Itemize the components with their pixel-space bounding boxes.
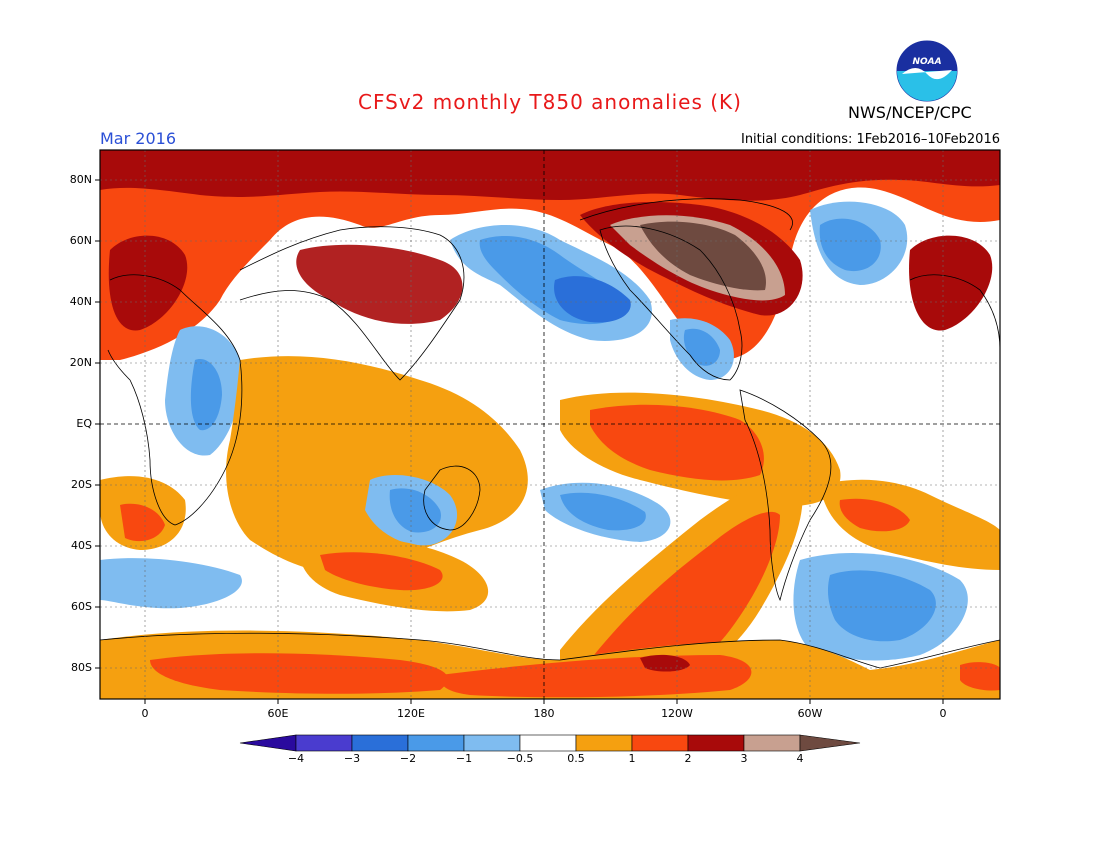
colorbar: [239, 734, 861, 752]
colorbar-label: −0.5: [506, 752, 534, 765]
colorbar-label: −1: [455, 752, 473, 765]
colorbar-label: −4: [287, 752, 305, 765]
lon-label-180: 180: [533, 707, 555, 720]
lon-label-60e: 60E: [267, 707, 289, 720]
colorbar-swatch-gt-4: [799, 734, 861, 752]
colorbar-label: −2: [399, 752, 417, 765]
lon-label-0-east: 0: [939, 707, 947, 720]
lat-label-20s: 20S: [71, 478, 92, 491]
lat-label-20n: 20N: [69, 356, 92, 369]
colorbar-swatch-2-3: [687, 734, 745, 752]
lat-label-80s: 80S: [71, 661, 92, 674]
lat-label-eq: EQ: [76, 417, 92, 430]
colorbar-swatch-3-2: [351, 734, 409, 752]
colorbar-swatch-neutral: [519, 734, 577, 752]
lat-label-60n: 60N: [69, 234, 92, 247]
colorbar-swatch-1-2: [631, 734, 689, 752]
lat-label-40n: 40N: [69, 295, 92, 308]
anomaly-field: [100, 150, 1000, 699]
colorbar-swatch-05-1: [575, 734, 633, 752]
colorbar-swatch-3-4: [743, 734, 801, 752]
lat-label-60s: 60S: [71, 600, 92, 613]
colorbar-swatch-4-3: [295, 734, 353, 752]
lon-label-60w: 60W: [797, 707, 823, 720]
colorbar-swatch-lt-4: [239, 734, 297, 752]
colorbar-label: 3: [740, 752, 748, 765]
lon-label-120w: 120W: [661, 707, 693, 720]
colorbar-label: 4: [796, 752, 804, 765]
lon-label-0: 0: [141, 707, 149, 720]
colorbar-label: −3: [343, 752, 361, 765]
lon-label-120e: 120E: [397, 707, 425, 720]
colorbar-label: 0.5: [567, 752, 585, 765]
lat-label-40s: 40S: [71, 539, 92, 552]
colorbar-swatch-2-1: [407, 734, 465, 752]
graticule: [100, 150, 1000, 699]
map-title: CFSv2 monthly T850 anomalies (K): [358, 90, 742, 114]
colorbar-label: 1: [628, 752, 636, 765]
valid-month-label: Mar 2016: [100, 129, 176, 148]
axis-ticks: [95, 179, 944, 704]
noaa-logo: NOAA: [896, 40, 958, 102]
initial-conditions-label: Initial conditions: 1Feb2016–10Feb2016: [740, 132, 1000, 147]
agency-label: NWS/NCEP/CPC: [848, 103, 972, 122]
lat-label-80n: 80N: [69, 173, 92, 186]
colorbar-swatch-1-05: [463, 734, 521, 752]
reference-lines: [100, 150, 1000, 699]
colorbar-label: 2: [684, 752, 692, 765]
svg-text:NOAA: NOAA: [912, 57, 941, 67]
